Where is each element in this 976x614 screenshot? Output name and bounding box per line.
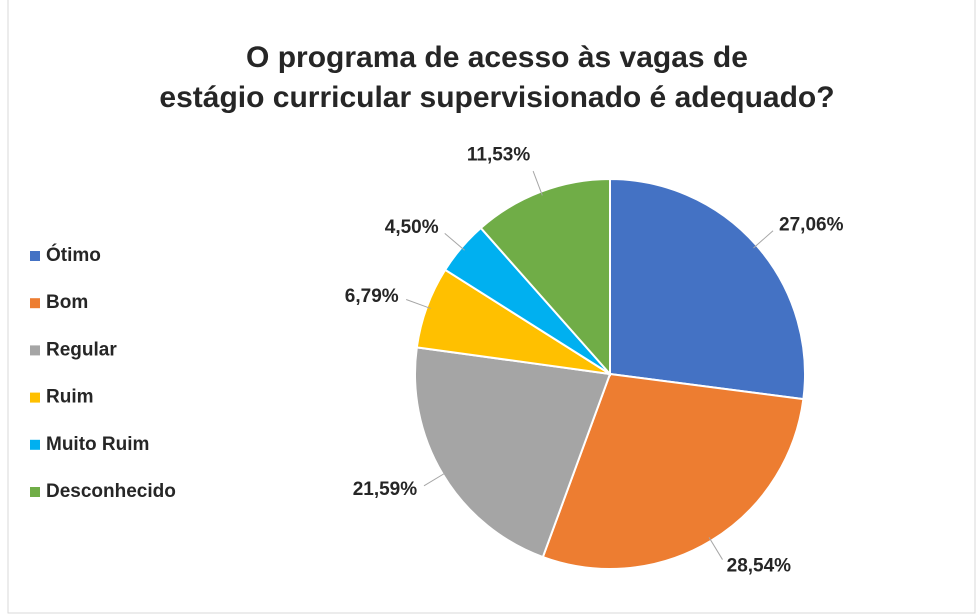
data-label: 4,50% (385, 217, 439, 238)
legend-label: Ótimo (46, 244, 101, 266)
legend-label: Regular (46, 339, 117, 360)
chart-title: O programa de acesso às vagas de estágio … (159, 41, 834, 114)
legend-swatch (30, 345, 40, 356)
data-label: 28,54% (727, 555, 792, 576)
leader-line (532, 170, 543, 196)
legend-label: Muito Ruim (46, 434, 149, 455)
data-label: 27,06% (779, 215, 844, 236)
title-line: estágio curricular supervisionado é adeq… (159, 81, 834, 114)
legend-swatch (30, 298, 40, 309)
leader-line (423, 471, 447, 487)
leader-line (708, 537, 723, 560)
legend-label: Desconhecido (46, 481, 176, 502)
legend-label: Bom (46, 292, 88, 313)
title-line: O programa de acesso às vagas de (246, 41, 748, 74)
legend-swatch (30, 487, 40, 497)
data-label: 6,79% (345, 286, 399, 307)
legend-swatch (30, 392, 40, 403)
data-label: 21,59% (353, 479, 418, 500)
legend-label: Ruim (46, 387, 94, 408)
legend-swatch (30, 251, 40, 261)
leader-line (753, 230, 774, 249)
legend-swatch (30, 439, 40, 450)
leader-line (406, 299, 431, 309)
leader-line (444, 232, 465, 251)
data-label: 11,53% (467, 145, 530, 166)
